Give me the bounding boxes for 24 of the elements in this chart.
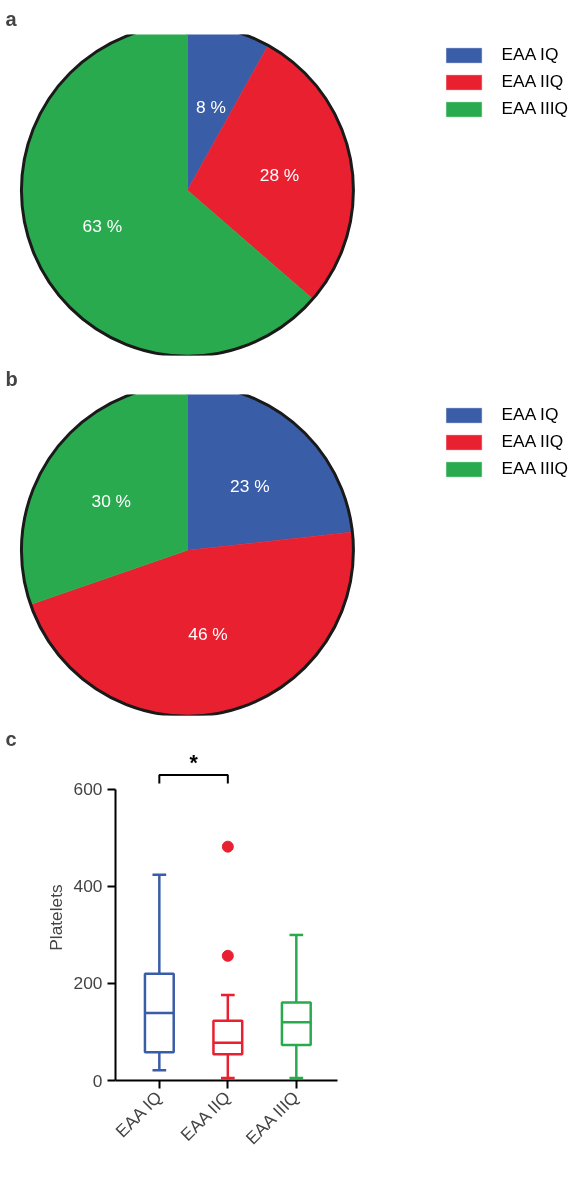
- chart-title: a: [5, 7, 18, 30]
- y-tick-label: 400: [73, 876, 103, 897]
- legend-label: EAA IQ: [501, 44, 559, 65]
- legend-label: EAA IQ: [501, 404, 559, 425]
- chart-title: c: [5, 727, 17, 750]
- y-tick-label: 600: [73, 779, 103, 800]
- y-axis-title: Platelets: [45, 883, 66, 951]
- data-label: 30 %: [91, 490, 132, 511]
- x-tick-label: EAA IIIQ: [241, 1087, 303, 1149]
- data-label: 23 %: [230, 476, 270, 497]
- legend-label: EAA IIQ: [501, 71, 564, 92]
- x-tick-label: EAA IIQ: [176, 1087, 235, 1145]
- data-label: 28 %: [259, 165, 300, 186]
- x-tick-label: EAA IQ: [111, 1087, 166, 1142]
- data-label: 8 %: [195, 97, 226, 118]
- y-tick-label: 200: [73, 973, 103, 994]
- data-label: 46 %: [188, 623, 228, 644]
- y-tick-label: 0: [92, 1070, 103, 1091]
- data-label: 63 %: [82, 215, 123, 236]
- legend-label: EAA IIIQ: [501, 458, 568, 479]
- text: *: [189, 750, 199, 775]
- chart-title: b: [5, 367, 18, 390]
- legend-label: EAA IIIQ: [501, 98, 568, 119]
- legend-label: EAA IIQ: [501, 431, 564, 452]
